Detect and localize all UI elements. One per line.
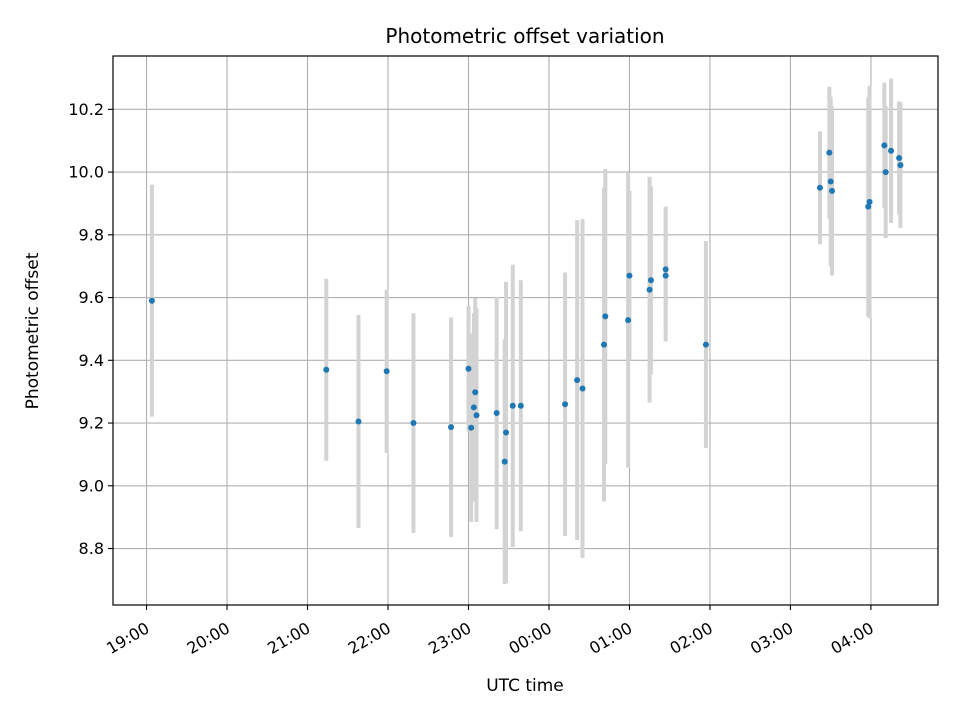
data-point [897, 162, 904, 169]
data-point [602, 313, 609, 320]
grid [113, 56, 938, 605]
data-point [888, 147, 895, 154]
y-tick-label: 9.8 [79, 225, 104, 244]
data-point [647, 277, 654, 284]
data-point [501, 458, 508, 465]
data-point [562, 401, 569, 408]
data-point [468, 424, 475, 431]
data-point [579, 385, 586, 392]
data-point [702, 341, 709, 348]
data-point [465, 365, 472, 372]
data-point [646, 286, 653, 293]
data-point [866, 198, 873, 205]
data-point [600, 341, 607, 348]
data-point [625, 317, 632, 324]
data-point [896, 154, 903, 161]
data-point [816, 184, 823, 191]
data-point [662, 266, 669, 273]
data-points [148, 142, 904, 465]
data-point [626, 272, 633, 279]
data-point [410, 420, 417, 427]
plot-frame [112, 55, 939, 606]
data-point [829, 187, 836, 194]
data-point [472, 389, 479, 396]
y-tick-label: 9.0 [79, 476, 104, 495]
data-point [865, 203, 872, 210]
y-tick-label: 8.8 [79, 539, 104, 558]
data-point [473, 412, 480, 419]
data-point [323, 366, 330, 373]
data-point [882, 169, 889, 176]
y-axis-label: Photometric offset [23, 252, 43, 409]
y-tick-label: 10.2 [68, 100, 104, 119]
x-axis-label: UTC time [486, 676, 564, 696]
data-point [574, 377, 581, 384]
data-point [662, 272, 669, 279]
data-point [827, 178, 834, 185]
data-point [517, 402, 524, 409]
y-tick-label: 10.0 [68, 163, 104, 182]
y-tick-label: 9.4 [79, 351, 104, 370]
chart-title: Photometric offset variation [385, 24, 664, 48]
data-point [383, 368, 390, 375]
data-point [509, 402, 516, 409]
data-point [448, 424, 455, 431]
data-point [881, 142, 888, 149]
y-tick-label: 9.6 [79, 288, 104, 307]
data-point [503, 429, 510, 436]
data-point [355, 418, 362, 425]
data-point [826, 149, 833, 156]
y-tick-label: 9.2 [79, 414, 104, 433]
data-point [470, 404, 477, 411]
y-axis: 8.8 9.0 9.2 9.4 9.6 9.8 10.0 10.2 [68, 100, 113, 558]
data-point [493, 410, 500, 417]
data-point [148, 297, 155, 304]
